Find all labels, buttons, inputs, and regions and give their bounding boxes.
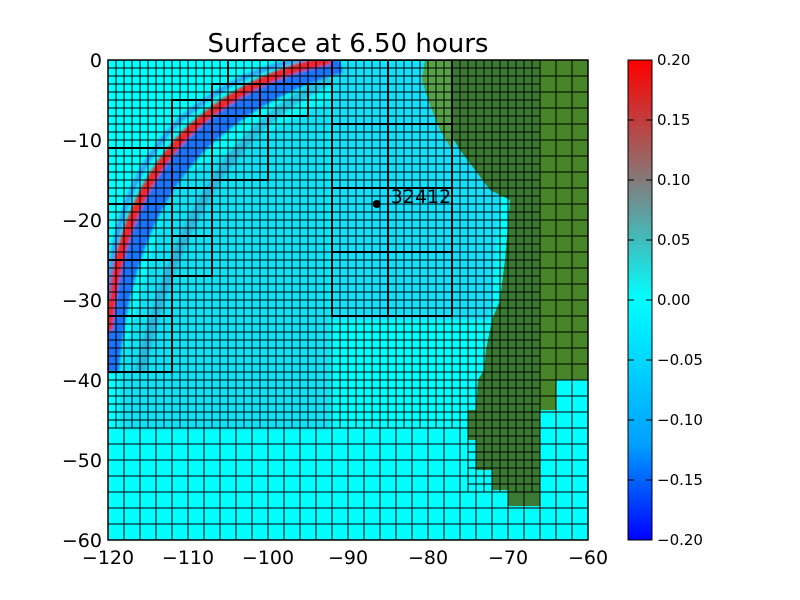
x-axis: −120 −110 −100 −90 −80 −70 −60 — [82, 60, 608, 569]
x-tick-label: −90 — [328, 547, 368, 569]
x-tick-label: −110 — [162, 547, 214, 569]
grid-box — [108, 315, 173, 373]
y-tick-label: −10 — [62, 130, 102, 152]
gauge-label: 32412 — [391, 186, 451, 208]
y-tick-label: −30 — [62, 290, 102, 312]
x-tick-label: −100 — [242, 547, 294, 569]
x-tick-label: −120 — [82, 547, 134, 569]
colorbar-tick-label: 0.05 — [657, 231, 690, 249]
colorbar-tick-label: −0.05 — [657, 351, 703, 369]
x-tick-label: −60 — [568, 547, 608, 569]
trough-band — [108, 60, 343, 373]
y-tick-label: 0 — [90, 50, 102, 72]
colorbar-tick-label: 0.20 — [657, 51, 690, 69]
y-tick-label: −50 — [62, 450, 102, 472]
colorbar-ticks: 0.20 0.15 0.10 0.05 0.00 −0.05 −0.10 −0.15 −0.20 — [628, 51, 703, 549]
y-axis: 0 −10 −20 −30 −40 −50 −60 — [62, 50, 588, 552]
y-tick-label: −20 — [62, 210, 102, 232]
gauge-marker — [372, 200, 381, 208]
grid-patch — [539, 379, 588, 540]
colorbar-tick-label: 0.00 — [657, 291, 690, 309]
coarse-grid-boxes — [108, 60, 453, 373]
fine-grid — [108, 60, 588, 540]
y-tick-label: −60 — [62, 530, 102, 552]
colorbar: 0.20 0.15 0.10 0.05 0.00 −0.05 −0.10 −0.15 −0.20 — [627, 51, 703, 549]
colorbar-tick-label: −0.15 — [657, 471, 703, 489]
colorbar-tick-label: −0.10 — [657, 411, 703, 429]
chart-title: Surface at 6.50 hours — [208, 29, 489, 59]
colorbar-tick-label: 0.10 — [657, 171, 690, 189]
plot-area: 32412 — [108, 60, 588, 540]
colorbar-tick-label: 0.15 — [657, 111, 690, 129]
grid-box — [387, 251, 453, 317]
y-tick-label: −40 — [62, 370, 102, 392]
grid-box — [171, 235, 213, 277]
land-highlands — [540, 60, 588, 410]
secondary-front — [135, 75, 333, 374]
wave-front — [108, 60, 331, 331]
x-tick-label: −80 — [408, 547, 448, 569]
x-tick-label: −70 — [488, 547, 528, 569]
colorbar-tick-label: −0.20 — [657, 531, 703, 549]
grid-patch — [539, 60, 588, 381]
